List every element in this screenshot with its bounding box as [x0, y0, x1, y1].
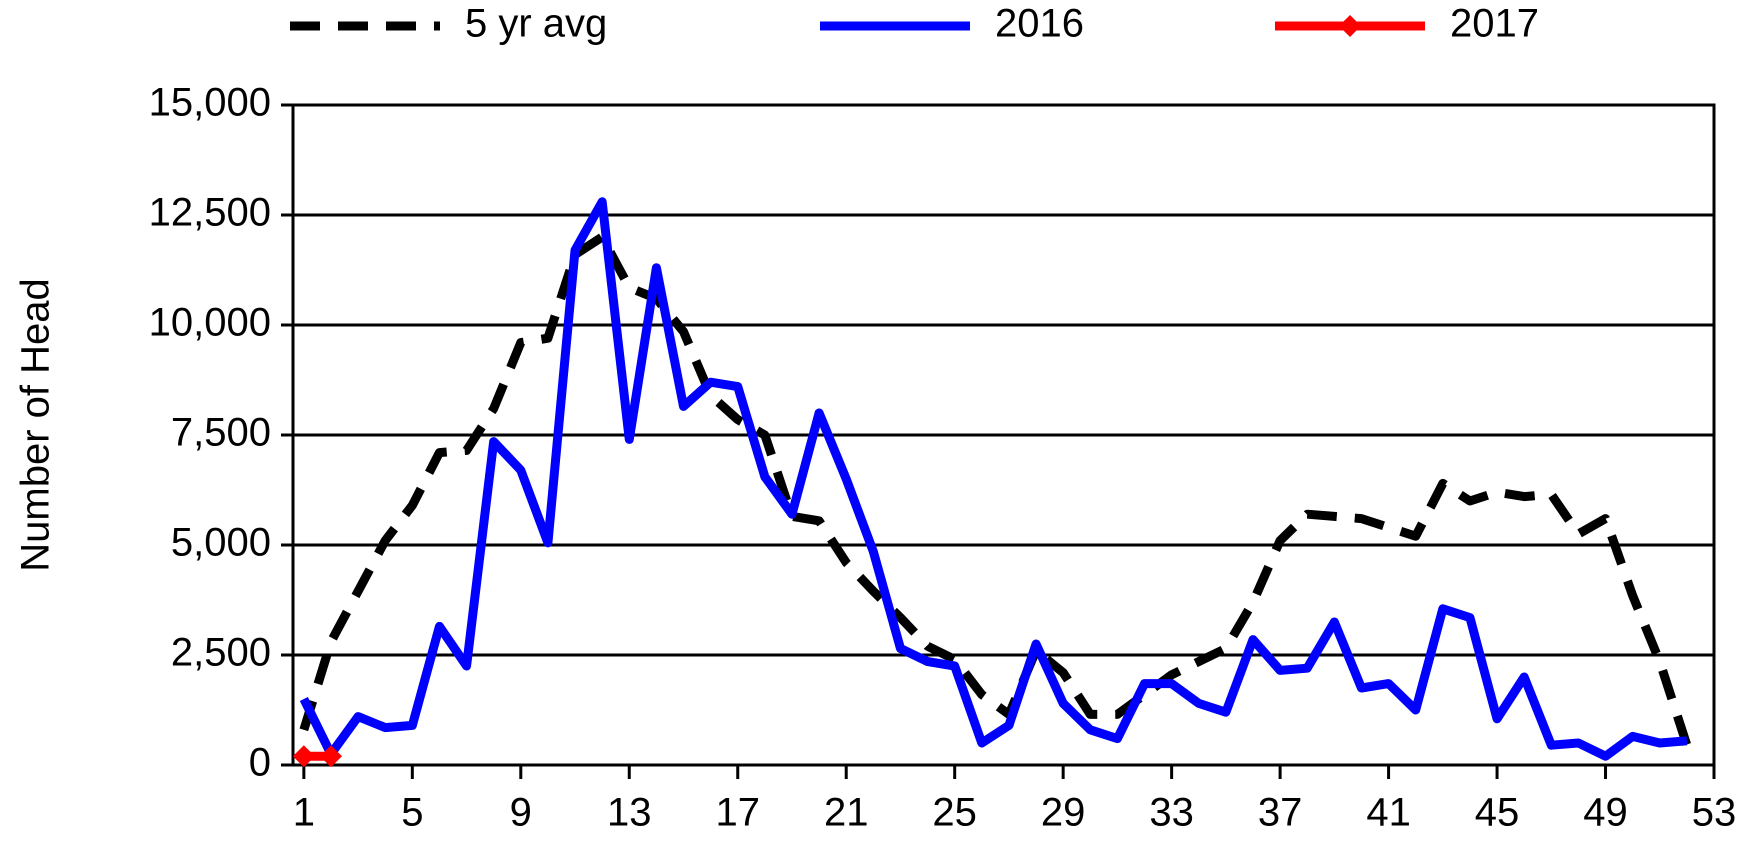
- x-tick-label: 45: [1475, 791, 1520, 835]
- x-tick-label: 29: [1041, 791, 1086, 835]
- y-axis-label: Number of Head: [14, 278, 58, 571]
- x-tick-label: 1: [293, 791, 315, 835]
- y-tick-label: 10,000: [149, 301, 271, 345]
- data-point: [319, 745, 342, 768]
- y-tick-label: 7,500: [171, 411, 271, 455]
- y-tick-label: 12,500: [149, 191, 271, 235]
- series-line: [299, 197, 1688, 761]
- y-tick-label: 5,000: [171, 521, 271, 565]
- y-tick-label: 2,500: [171, 631, 271, 675]
- x-tick-label: 37: [1258, 791, 1303, 835]
- x-tick-label: 21: [824, 791, 869, 835]
- x-tick-label: 41: [1366, 791, 1411, 835]
- data-point: [292, 745, 315, 768]
- x-tick-label: 25: [932, 791, 977, 835]
- x-tick-label: 17: [715, 791, 760, 835]
- x-tick-label: 33: [1149, 791, 1194, 835]
- x-tick-label: 53: [1692, 791, 1737, 835]
- x-tick-label: 13: [607, 791, 652, 835]
- x-tick-label: 49: [1583, 791, 1628, 835]
- legend-label: 2016: [995, 2, 1084, 46]
- legend-marker: [1339, 15, 1361, 37]
- x-tick-label: 9: [510, 791, 532, 835]
- x-tick-label: 5: [401, 791, 423, 835]
- plot-frame: [291, 103, 1716, 767]
- legend-label: 2017: [1450, 2, 1539, 46]
- y-tick-label: 15,000: [149, 81, 271, 125]
- y-tick-label: 0: [249, 741, 271, 785]
- legend-label: 5 yr avg: [465, 2, 607, 46]
